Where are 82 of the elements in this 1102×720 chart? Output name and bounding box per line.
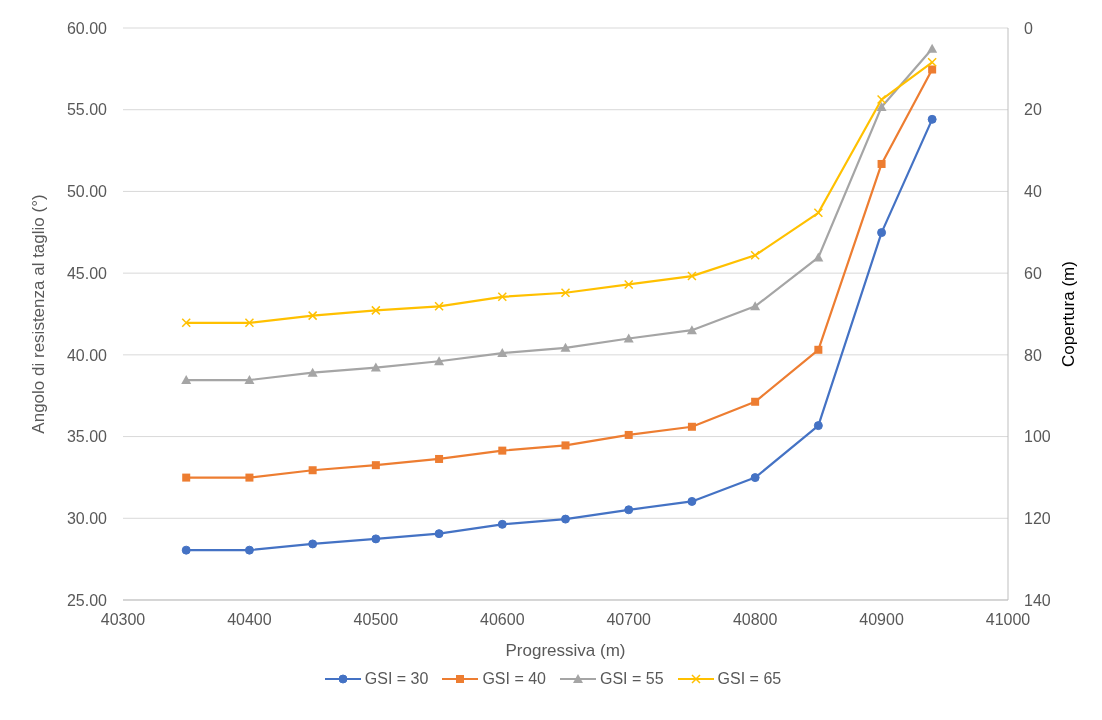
point: [245, 473, 254, 482]
y2-tick-label: 140: [1024, 591, 1051, 609]
point: [244, 545, 254, 555]
y2-tick-label: 120: [1024, 509, 1051, 527]
x-tick-label: 40600: [480, 611, 525, 629]
x-tick-label: 40700: [606, 611, 652, 629]
point: [244, 375, 255, 385]
y2-tick-label: 100: [1024, 428, 1051, 446]
point: [624, 505, 634, 515]
y2-axis-title: Copertura (m): [1059, 261, 1079, 367]
y-tick-label: 60.00: [66, 19, 108, 37]
point: [623, 333, 634, 343]
x-tick-label: 40500: [353, 611, 399, 629]
point: [560, 288, 571, 298]
point: [498, 446, 507, 455]
point: [561, 514, 570, 524]
x-tick-label: 40900: [859, 611, 904, 629]
y-tick-label: 45.00: [66, 264, 108, 282]
point: [687, 422, 696, 431]
y2-tick-label: 60: [1024, 264, 1042, 282]
point: [497, 348, 508, 358]
point: [497, 292, 508, 302]
point: [750, 250, 760, 261]
point: [927, 114, 937, 124]
point: [181, 545, 191, 555]
point: [308, 539, 318, 549]
legend-label: GSI = 40: [482, 670, 546, 688]
point: [876, 94, 887, 105]
point: [877, 159, 886, 168]
point: [623, 279, 634, 290]
x-tick-label: 40800: [732, 611, 778, 629]
y-axis-title: Angolo di resistenza al taglio (°): [29, 194, 49, 434]
y-tick-label: 30.00: [66, 509, 108, 527]
point: [813, 208, 824, 218]
y-tick-label: 25.00: [66, 591, 108, 609]
legend-label: GSI = 55: [600, 670, 664, 688]
point: [813, 421, 823, 431]
y-tick-label: 35.00: [66, 428, 108, 446]
y-tick-label: 50.00: [66, 183, 108, 201]
point: [371, 461, 380, 470]
point: [624, 430, 633, 439]
point: [876, 101, 887, 111]
legend-label: GSI = 65: [717, 670, 782, 688]
point: [497, 519, 507, 529]
point: [434, 529, 444, 539]
x-axis-title: Progressiva (m): [505, 641, 626, 660]
point: [244, 318, 255, 328]
point: [182, 473, 191, 482]
point: [750, 301, 761, 311]
point: [927, 57, 937, 68]
y2-tick-label: 0: [1024, 19, 1033, 37]
point: [687, 496, 697, 506]
point: [750, 473, 760, 483]
point: [435, 454, 444, 463]
y-tick-label: 40.00: [66, 346, 108, 364]
point: [434, 356, 445, 366]
y2-tick-label: 20: [1024, 101, 1042, 119]
point: [877, 228, 887, 238]
point: [434, 301, 444, 312]
point: [181, 318, 191, 328]
point: [927, 43, 938, 53]
point: [307, 367, 318, 377]
y2-tick-label: 80: [1024, 346, 1042, 364]
point: [561, 441, 570, 450]
point: [308, 466, 317, 475]
point: [371, 534, 381, 544]
point: [370, 362, 381, 372]
x-tick-label: 40400: [227, 611, 272, 629]
point: [814, 345, 823, 354]
point: [687, 271, 697, 281]
x-tick-label: 41000: [985, 611, 1031, 629]
y-tick-label: 55.00: [66, 101, 108, 119]
point: [928, 65, 937, 74]
point: [371, 305, 381, 316]
point: [686, 325, 697, 335]
y2-tick-label: 40: [1024, 183, 1042, 201]
x-tick-label: 40300: [100, 611, 146, 629]
point: [751, 397, 760, 406]
point: [181, 375, 192, 385]
point: [560, 342, 571, 352]
legend-label: GSI = 30: [364, 670, 429, 688]
point: [307, 310, 318, 321]
